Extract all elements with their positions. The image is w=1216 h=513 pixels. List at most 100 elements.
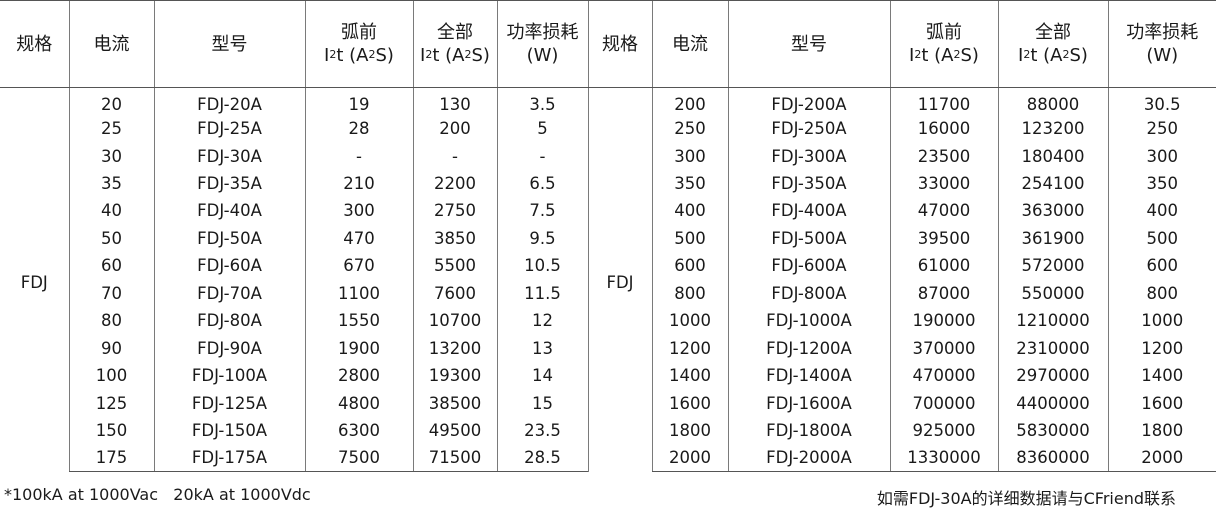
cell-model: FDJ-70A: [153, 279, 305, 307]
cell-power: 23.5: [496, 416, 588, 445]
cell-full: 49500: [412, 416, 497, 445]
fuse-spec-table: 规格 电流 型号 弧前 I2t (A2S) 全部 I2t (A2S) 功率损耗 (W)…: [0, 0, 1216, 473]
table-row: 175 FDJ-175A 7500 71500 28.5 2000 FDJ-2000A 133…: [0, 444, 1216, 473]
cell-model: FDJ-20A: [153, 87, 305, 115]
cell-full: 5830000: [997, 416, 1108, 445]
table-row: FDJ 20 FDJ-20A 19 130 3.5 FDJ 200 FDJ-200A 11700 8…: [0, 87, 1216, 472]
cell-arc: 19: [304, 87, 413, 115]
spec-cell-right: FDJ: [587, 87, 652, 472]
table-row: 35 FDJ-35A 210 2200 6.5 350 FDJ-350A 33000 25410…: [0, 169, 1216, 198]
cell-current: 35: [68, 169, 154, 198]
cell-arc: 190000: [889, 307, 998, 335]
cell-power: 30.5: [1107, 87, 1216, 115]
cell-full: 3850: [412, 224, 497, 253]
cell-power: 28.5: [496, 444, 588, 473]
cell-current: 90: [68, 334, 154, 362]
cell-full: 363000: [997, 197, 1108, 225]
header-model: 型号: [153, 0, 305, 88]
table-row: 125 FDJ-125A 4800 38500 15 1600 FDJ-1600A 70000…: [0, 389, 1216, 417]
cell-current: 600: [651, 252, 728, 280]
cell-arc: 6300: [304, 416, 413, 445]
table-row: 30 FDJ-30A - - -300 FDJ-300A 23500 180400 300: [0, 142, 1216, 170]
cell-current: 50: [68, 224, 154, 253]
cell-arc: 28: [304, 114, 413, 143]
cell-model: FDJ-90A: [153, 334, 305, 362]
cell-current: 250: [651, 114, 728, 143]
cell-current: 1000: [651, 307, 728, 335]
cell-power: 13: [496, 334, 588, 362]
cell-full: 7600: [412, 279, 497, 307]
cell-power: -: [496, 142, 588, 170]
cell-current: 350: [651, 169, 728, 198]
cell-full: 361900: [997, 224, 1108, 253]
cell-full: 19300: [412, 361, 497, 390]
cell-power: 14: [496, 361, 588, 390]
cell-arc: 33000: [889, 169, 998, 198]
cell-model: FDJ-30A: [153, 142, 305, 170]
header-full-i2t: 全部 I2t (A2S): [997, 0, 1108, 88]
cell-power: 11.5: [496, 279, 588, 307]
cell-power: 6.5: [496, 169, 588, 198]
cell-full: 8360000: [997, 444, 1108, 473]
cell-arc: 87000: [889, 279, 998, 307]
cell-power: 800: [1107, 279, 1216, 307]
header-arc-i2t: 弧前 I2t (A2S): [304, 0, 413, 88]
cell-arc: 1100: [304, 279, 413, 307]
cell-current: 400: [651, 197, 728, 225]
cell-model: FDJ-1600A: [727, 389, 890, 417]
cell-power: 2000: [1107, 444, 1216, 473]
table-row: 150 FDJ-150A 6300 49500 23.5 1800 FDJ-1800A 925…: [0, 416, 1216, 445]
cell-full: 38500: [412, 389, 497, 417]
cell-arc: 470: [304, 224, 413, 253]
cell-current: 70: [68, 279, 154, 307]
cell-model: FDJ-600A: [727, 252, 890, 280]
cell-full: 71500: [412, 444, 497, 473]
cell-full: 180400: [997, 142, 1108, 170]
cell-full: 123200: [997, 114, 1108, 143]
cell-arc: 7500: [304, 444, 413, 473]
cell-current: 150: [68, 416, 154, 445]
cell-current: 175: [68, 444, 154, 473]
cell-model: FDJ-400A: [727, 197, 890, 225]
cell-power: 3.5: [496, 87, 588, 115]
cell-model: FDJ-1400A: [727, 361, 890, 390]
cell-current: 80: [68, 307, 154, 335]
cell-arc: 700000: [889, 389, 998, 417]
cell-arc: 11700: [889, 87, 998, 115]
cell-power: 15: [496, 389, 588, 417]
cell-model: FDJ-50A: [153, 224, 305, 253]
cell-arc: 1330000: [889, 444, 998, 473]
cell-arc: 470000: [889, 361, 998, 390]
cell-arc: 210: [304, 169, 413, 198]
cell-current: 60: [68, 252, 154, 280]
header-model: 型号: [727, 0, 890, 88]
table-row: 60 FDJ-60A 670 5500 10.5 600 FDJ-600A 61000 5720…: [0, 252, 1216, 280]
cell-arc: 1900: [304, 334, 413, 362]
cell-model: FDJ-1000A: [727, 307, 890, 335]
cell-power: 1200: [1107, 334, 1216, 362]
footnote-rating: *100kA at 1000Vac 20kA at 1000Vdc: [4, 485, 311, 504]
cell-full: 130: [412, 87, 497, 115]
cell-current: 100: [68, 361, 154, 390]
cell-full: -: [412, 142, 497, 170]
cell-arc: 1550: [304, 307, 413, 335]
cell-model: FDJ-125A: [153, 389, 305, 417]
cell-full: 13200: [412, 334, 497, 362]
cell-full: 2970000: [997, 361, 1108, 390]
cell-model: FDJ-250A: [727, 114, 890, 143]
cell-full: 550000: [997, 279, 1108, 307]
cell-full: 2750: [412, 197, 497, 225]
cell-model: FDJ-40A: [153, 197, 305, 225]
cell-model: FDJ-500A: [727, 224, 890, 253]
cell-model: FDJ-200A: [727, 87, 890, 115]
cell-full: 2310000: [997, 334, 1108, 362]
cell-current: 1200: [651, 334, 728, 362]
header-full-i2t: 全部 I2t (A2S): [412, 0, 497, 88]
cell-model: FDJ-350A: [727, 169, 890, 198]
cell-model: FDJ-1200A: [727, 334, 890, 362]
cell-current: 800: [651, 279, 728, 307]
cell-model: FDJ-1800A: [727, 416, 890, 445]
cell-model: FDJ-150A: [153, 416, 305, 445]
cell-arc: -: [304, 142, 413, 170]
spec-cell-left: FDJ: [20, 273, 48, 293]
